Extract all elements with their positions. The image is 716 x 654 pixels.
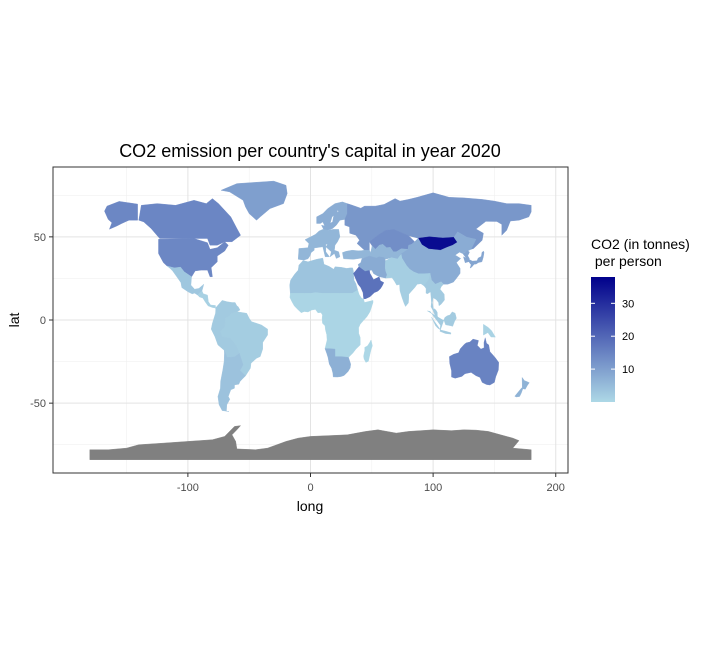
- region-argentina-chile: [217, 350, 246, 412]
- chart-title: CO2 emission per country's capital in ye…: [119, 141, 501, 161]
- region-southern-africa: [324, 348, 351, 378]
- region-western-europe: [297, 229, 341, 261]
- region-andean-countries: [210, 300, 241, 358]
- legend-title-line1: CO2 (in tonnes): [591, 236, 690, 252]
- legend-tick-label: 10: [622, 364, 634, 376]
- region-japan-korea: [462, 250, 485, 269]
- y-axis-ticks: -50 0 50: [30, 232, 53, 410]
- x-axis-ticks: -100 0 100 200: [177, 473, 565, 494]
- region-papua-new-guinea: [483, 323, 496, 338]
- country-regions: [89, 180, 532, 460]
- region-indonesia: [427, 310, 457, 335]
- x-tick-label: -100: [177, 482, 199, 494]
- y-tick-label: 50: [34, 232, 46, 244]
- region-new-zealand: [514, 376, 530, 398]
- region-southeast-asia: [423, 273, 445, 318]
- legend-ticks: 10 20 30: [591, 298, 634, 376]
- region-sub-saharan-africa: [289, 289, 374, 358]
- region-central-america: [197, 290, 216, 309]
- region-alaska: [104, 201, 138, 230]
- y-tick-label: 0: [40, 315, 46, 327]
- x-tick-label: 0: [307, 482, 313, 494]
- legend-tick-label: 30: [622, 298, 634, 310]
- region-australia: [449, 337, 499, 386]
- legend-colorbar: [591, 277, 615, 402]
- region-antarctica: [89, 425, 532, 460]
- legend-tick-label: 20: [622, 331, 634, 343]
- region-saudi-arabia-gulf: [353, 266, 385, 300]
- legend-title-line2: per person: [591, 253, 662, 269]
- region-canada: [138, 198, 241, 246]
- region-greenland: [220, 180, 288, 221]
- legend: CO2 (in tonnes) per person 10 20 30: [591, 236, 690, 402]
- x-axis-label: long: [297, 498, 323, 514]
- y-tick-label: -50: [30, 398, 46, 410]
- region-madagascar: [363, 339, 373, 363]
- x-tick-label: 200: [547, 482, 565, 494]
- x-tick-label: 100: [424, 482, 442, 494]
- region-india: [384, 253, 431, 307]
- y-axis-label: lat: [6, 313, 22, 328]
